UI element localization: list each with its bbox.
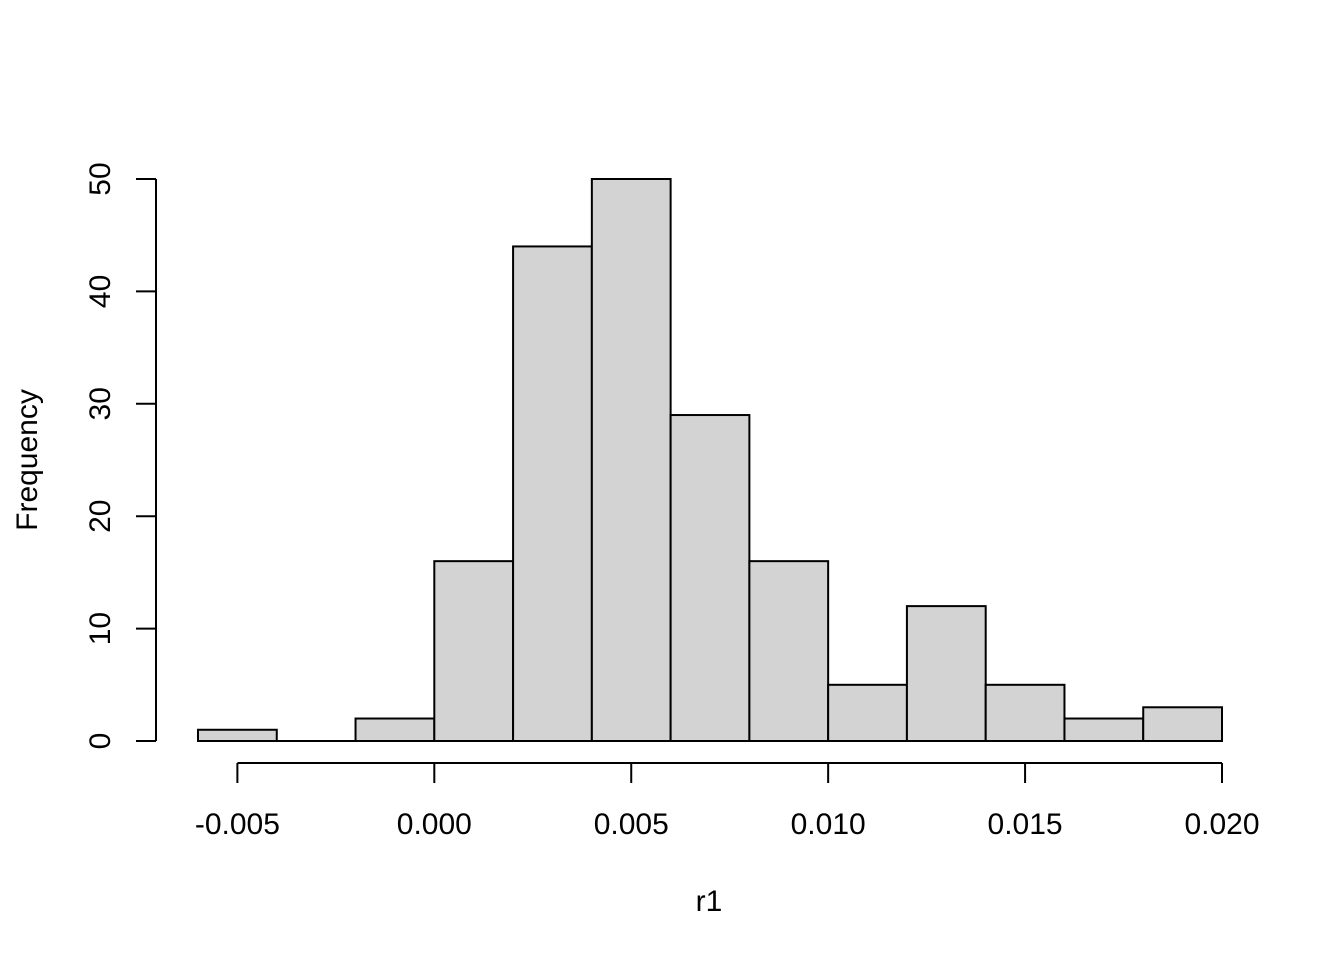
y-tick-label: 50 bbox=[84, 162, 117, 195]
y-axis: 0 10 20 30 40 50 bbox=[84, 162, 157, 750]
y-tick-label: 0 bbox=[84, 733, 117, 750]
bars-group bbox=[197, 178, 1223, 743]
histogram-bar bbox=[512, 245, 593, 742]
histogram-bar bbox=[197, 728, 278, 743]
histogram-bar bbox=[1063, 717, 1145, 743]
y-axis-label: Frequency bbox=[11, 389, 44, 531]
y-tick-label: 30 bbox=[84, 387, 117, 420]
x-tick-label: 0.005 bbox=[594, 808, 669, 841]
histogram-bar bbox=[669, 414, 751, 742]
histogram-bar bbox=[433, 560, 515, 742]
histogram-bar bbox=[748, 560, 830, 742]
histogram-bar bbox=[984, 683, 1066, 742]
histogram-bar bbox=[827, 683, 908, 742]
x-axis-label: r1 bbox=[696, 885, 723, 918]
histogram-bar bbox=[590, 178, 672, 742]
histogram-bar bbox=[1142, 706, 1223, 743]
x-tick-label: -0.005 bbox=[195, 808, 280, 841]
x-tick-label: 0.020 bbox=[1184, 808, 1259, 841]
y-tick-label: 40 bbox=[84, 275, 117, 308]
histogram-bar bbox=[905, 605, 987, 742]
x-tick-label: 0.000 bbox=[397, 808, 472, 841]
y-tick-label: 20 bbox=[84, 500, 117, 533]
x-tick-label: 0.010 bbox=[791, 808, 866, 841]
x-axis: -0.005 0.000 0.005 0.010 0.015 0.020 bbox=[195, 762, 1260, 841]
y-tick-label: 10 bbox=[84, 612, 117, 645]
x-tick-label: 0.015 bbox=[988, 808, 1063, 841]
histogram-bar bbox=[354, 717, 436, 743]
